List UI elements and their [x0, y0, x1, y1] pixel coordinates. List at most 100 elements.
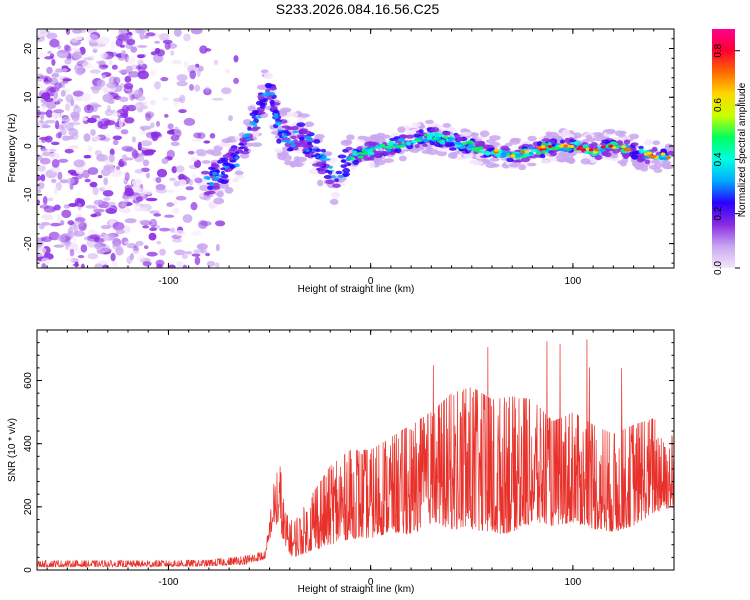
ridge-core-blob: [212, 176, 220, 181]
noise-blob: [170, 50, 175, 56]
ridge-peak-blob: [493, 148, 499, 152]
noise-blob: [215, 220, 226, 227]
noise-blob: [87, 253, 99, 260]
ridge-core-blob: [323, 158, 331, 161]
ridge-core-blob: [345, 156, 352, 162]
noise-blob: [37, 175, 42, 181]
ridge-core-blob: [520, 155, 527, 159]
noise-blob: [89, 181, 98, 188]
ridge-core-blob: [328, 165, 333, 169]
noise-blob: [112, 261, 118, 267]
noise-blob: [146, 251, 158, 257]
noise-blob: [78, 222, 87, 232]
ridge-halo-blob: [317, 179, 324, 187]
noise-blob: [80, 263, 85, 268]
ridge-peak-blob: [536, 146, 542, 150]
noise-blob: [181, 254, 188, 259]
noise-blob: [41, 92, 51, 100]
noise-blob: [106, 82, 118, 89]
noise-blob: [40, 174, 46, 182]
noise-blob: [173, 101, 179, 106]
noise-blob: [233, 55, 239, 63]
noise-blob: [145, 197, 158, 202]
ridge-halo-blob: [562, 129, 570, 135]
noise-blob: [131, 250, 140, 255]
noise-blob: [68, 145, 80, 150]
ridge-halo-blob: [472, 159, 484, 166]
ridge-halo-blob: [582, 154, 593, 159]
ridge-body-blob: [560, 139, 565, 144]
ridge-core-blob: [337, 174, 344, 179]
ridge-body-blob: [413, 133, 421, 138]
noise-blob: [103, 234, 110, 243]
snr-x-label: Height of straight line (km): [298, 584, 415, 595]
noise-blob: [37, 122, 43, 131]
ridge-halo-blob: [290, 111, 299, 118]
noise-blob: [54, 82, 62, 89]
noise-blob: [48, 148, 57, 152]
ridge-core-blob: [203, 175, 211, 180]
noise-blob: [94, 235, 100, 243]
noise-blob: [188, 179, 194, 186]
noise-blob: [148, 210, 160, 214]
ridge-core-blob: [237, 146, 245, 150]
spectrogram-x-tick-label: -100: [158, 276, 178, 287]
noise-blob: [178, 109, 187, 114]
noise-blob: [203, 140, 211, 144]
noise-blob: [55, 68, 64, 73]
noise-blob: [120, 50, 127, 59]
colorbar-tick-label: 0.6: [713, 98, 724, 112]
noise-blob: [198, 220, 208, 229]
noise-blob: [143, 150, 155, 156]
noise-blob: [74, 36, 83, 41]
ridge-body-blob: [307, 153, 314, 159]
ridge-body-blob: [604, 151, 612, 158]
noise-blob: [103, 233, 116, 241]
ridge-core-blob: [259, 104, 266, 109]
noise-blob: [151, 132, 159, 142]
ridge-halo-blob: [491, 163, 500, 168]
noise-blob: [41, 148, 48, 152]
noise-blob: [169, 177, 176, 182]
noise-blob: [137, 54, 145, 59]
noise-blob: [110, 252, 116, 262]
ridge-halo-blob: [485, 139, 496, 144]
noise-blob: [211, 97, 224, 101]
noise-blob: [215, 262, 220, 268]
noise-blob: [47, 197, 54, 202]
ridge-halo-blob: [406, 129, 416, 135]
ridge-core-blob: [418, 136, 424, 140]
noise-blob: [115, 229, 125, 235]
noise-blob: [124, 157, 134, 161]
ridge-body-blob: [371, 141, 377, 146]
noise-blob: [190, 202, 198, 211]
noise-blob: [41, 151, 52, 157]
noise-blob: [182, 214, 193, 223]
noise-blob: [128, 71, 140, 78]
ridge-body-blob: [383, 151, 391, 156]
ridge-halo-blob: [232, 177, 240, 183]
noise-blob: [228, 115, 233, 122]
noise-blob: [137, 141, 142, 151]
noise-blob: [171, 59, 182, 65]
noise-blob: [38, 247, 47, 254]
ridge-body-blob: [217, 159, 224, 164]
ridge-core-blob: [559, 147, 567, 152]
noise-blob: [166, 202, 174, 207]
noise-blob: [150, 69, 156, 77]
noise-blob: [68, 121, 81, 126]
ridge-core-blob: [274, 121, 282, 126]
ridge-peak-blob: [524, 150, 530, 154]
noise-blob: [162, 97, 169, 101]
ridge-body-blob: [644, 159, 651, 165]
noise-blob: [38, 136, 51, 141]
ridge-core-blob: [399, 145, 405, 148]
colorbar-tick-label: 0.4: [713, 152, 724, 166]
noise-blob: [126, 55, 136, 65]
noise-blob: [57, 131, 63, 139]
noise-blob: [135, 203, 144, 207]
ridge-core-blob: [472, 146, 479, 151]
ridge-core-blob: [264, 91, 271, 96]
ridge-body-blob: [252, 126, 261, 130]
